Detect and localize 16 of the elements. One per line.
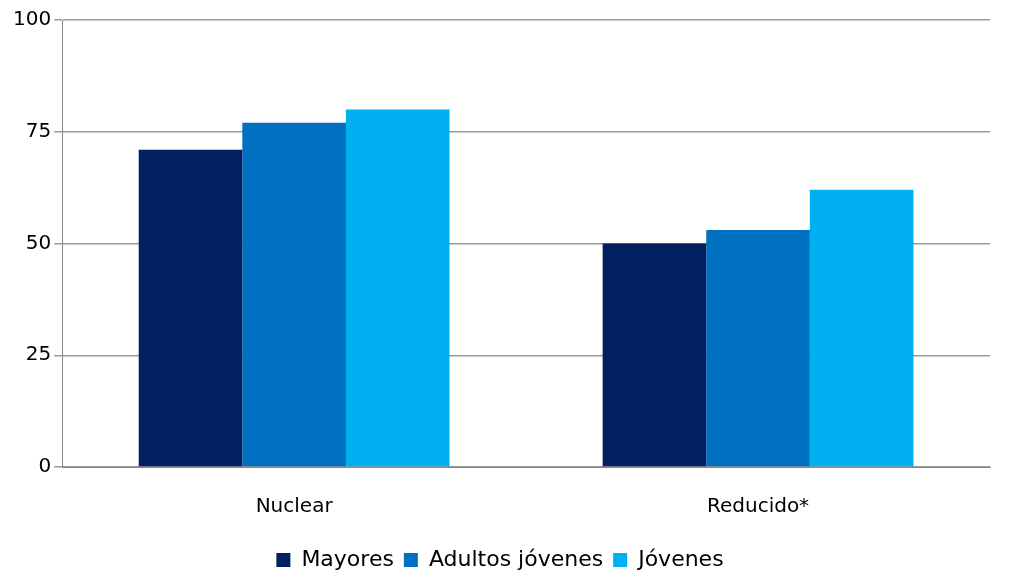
y-tick-label: 100 [12, 6, 52, 31]
legend-label: Adultos jóvenes [428, 545, 604, 571]
bar [138, 149, 243, 467]
bar [602, 243, 707, 467]
y-tick-label: 25 [25, 341, 52, 366]
y-tick-label: 0 [38, 453, 52, 478]
legend-label: Jóvenes [636, 545, 724, 571]
x-tick-label: Reducido* [706, 493, 810, 518]
x-tick-label: Nuclear [255, 493, 334, 518]
bar [345, 109, 450, 467]
bar [706, 230, 810, 467]
bar [242, 122, 346, 467]
y-tick-label: 50 [25, 229, 52, 254]
legend-label: Mayores [301, 545, 394, 571]
bar [809, 189, 914, 467]
y-tick-label: 75 [25, 117, 52, 142]
